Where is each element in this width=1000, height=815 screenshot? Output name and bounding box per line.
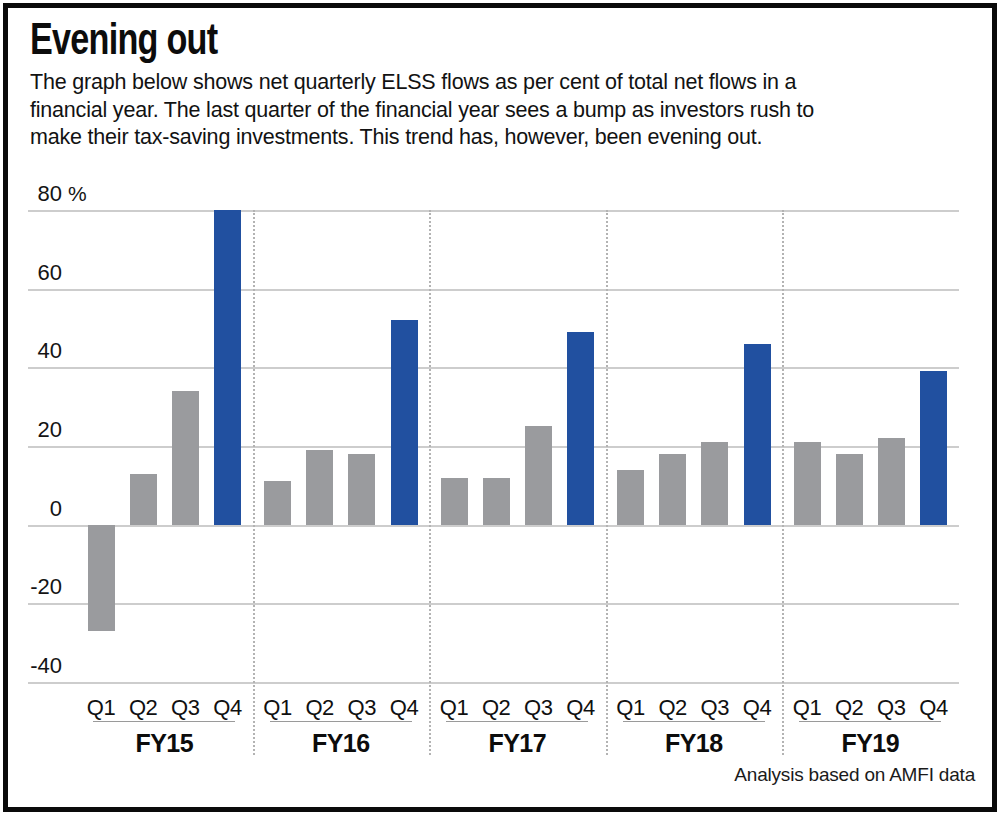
source-note: Analysis based on AMFI data	[734, 764, 975, 786]
bar-FY16-Q3	[348, 454, 375, 525]
group-separator	[782, 210, 784, 755]
x-label-FY19-Q1: Q1	[786, 695, 828, 721]
y-axis-unit-percent: %	[68, 182, 87, 206]
bar-FY17-Q1	[441, 478, 468, 525]
x-label-FY15-Q3: Q3	[164, 695, 206, 721]
chart-description: The graph below shows net quarterly ELSS…	[30, 69, 814, 152]
chart-title: Evening out	[30, 13, 217, 65]
news-graphic: { "page": { "title": "Evening out", "des…	[0, 0, 1000, 815]
x-label-FY17-Q2: Q2	[475, 695, 517, 721]
x-label-FY17-Q4: Q4	[560, 695, 602, 721]
x-label-FY18-Q1: Q1	[610, 695, 652, 721]
group-separator	[429, 210, 431, 755]
bar-FY19-Q2	[836, 454, 863, 525]
bar-FY15-Q3	[172, 391, 199, 525]
bar-FY15-Q1	[88, 525, 115, 631]
gridline-60	[28, 289, 959, 291]
gridline--20	[28, 603, 959, 605]
bar-FY18-Q4	[744, 344, 771, 525]
bar-FY19-Q1	[794, 442, 821, 525]
x-label-FY16-Q1: Q1	[257, 695, 299, 721]
x-label-FY15-Q2: Q2	[122, 695, 164, 721]
y-tick-label-20: 20	[0, 417, 62, 443]
y-tick-label--40: -40	[0, 653, 62, 679]
group-label-FY18: FY18	[634, 729, 754, 758]
bar-FY19-Q4	[920, 371, 947, 524]
group-label-FY15: FY15	[104, 729, 224, 758]
bar-FY15-Q4	[214, 210, 241, 525]
x-label-FY15-Q1: Q1	[80, 695, 122, 721]
x-label-FY18-Q2: Q2	[652, 695, 694, 721]
y-tick-label-40: 40	[0, 338, 62, 364]
gridline-0	[28, 525, 959, 527]
bar-FY18-Q1	[617, 470, 644, 525]
x-label-FY16-Q4: Q4	[383, 695, 425, 721]
group-underline-FY15	[93, 721, 235, 722]
y-tick-label-60: 60	[0, 260, 62, 286]
bar-FY18-Q2	[659, 454, 686, 525]
bar-FY19-Q3	[878, 438, 905, 525]
group-underline-FY18	[623, 721, 765, 722]
x-label-FY19-Q2: Q2	[828, 695, 870, 721]
group-label-FY19: FY19	[810, 729, 930, 758]
gridline-40	[28, 367, 959, 369]
x-label-FY19-Q4: Q4	[913, 695, 955, 721]
x-label-FY17-Q3: Q3	[517, 695, 559, 721]
group-underline-FY17	[446, 721, 588, 722]
group-underline-FY19	[799, 721, 941, 722]
bar-FY15-Q2	[130, 474, 157, 525]
bar-FY16-Q1	[264, 481, 291, 524]
x-label-FY16-Q3: Q3	[341, 695, 383, 721]
bar-FY16-Q2	[306, 450, 333, 525]
group-label-FY16: FY16	[281, 729, 401, 758]
x-label-FY18-Q4: Q4	[736, 695, 778, 721]
y-tick-label-80: 80	[0, 181, 62, 207]
bar-FY16-Q4	[391, 320, 418, 525]
group-underline-FY16	[270, 721, 412, 722]
x-label-FY15-Q4: Q4	[207, 695, 249, 721]
x-label-FY17-Q1: Q1	[433, 695, 475, 721]
x-label-FY18-Q3: Q3	[694, 695, 736, 721]
gridline--40	[28, 682, 959, 684]
group-separator	[606, 210, 608, 755]
group-label-FY17: FY17	[457, 729, 577, 758]
gridline-80	[28, 210, 959, 212]
bar-FY17-Q3	[525, 426, 552, 524]
bar-FY17-Q4	[567, 332, 594, 525]
bar-FY18-Q3	[701, 442, 728, 525]
group-separator	[253, 210, 255, 755]
x-label-FY19-Q3: Q3	[870, 695, 912, 721]
bar-FY17-Q2	[483, 478, 510, 525]
x-label-FY16-Q2: Q2	[299, 695, 341, 721]
y-tick-label--20: -20	[0, 574, 62, 600]
y-tick-label-0: 0	[0, 496, 62, 522]
